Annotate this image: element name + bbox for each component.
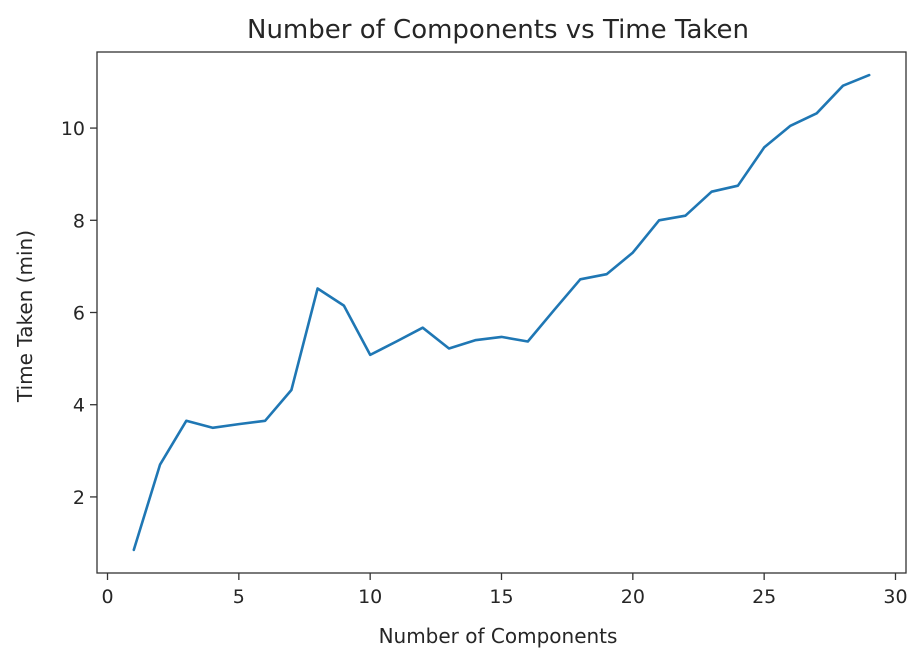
- plot-area: 0 5 10 15 20 25 30 2 4 6 8 10: [61, 51, 908, 608]
- series-line-0: [132, 73, 871, 552]
- x-axis-label: Number of Components: [379, 624, 618, 648]
- y-tick-label: 6: [73, 303, 85, 325]
- x-tick-label: 30: [883, 586, 907, 608]
- y-tick-label: 2: [73, 487, 85, 509]
- y-tick-label: 8: [73, 210, 85, 232]
- x-tick-label: 15: [489, 586, 513, 608]
- x-tick-label: 20: [621, 586, 645, 608]
- y-axis-label: Time Taken (min): [13, 230, 37, 403]
- x-tick-label: 25: [752, 586, 776, 608]
- x-tick-label: 10: [358, 586, 382, 608]
- y-tick-label: 10: [61, 118, 85, 140]
- y-tick-label: 4: [73, 395, 85, 417]
- x-tick-label: 0: [101, 586, 113, 608]
- x-tick-label: 5: [233, 586, 245, 608]
- chart-title: Number of Components vs Time Taken: [247, 15, 749, 45]
